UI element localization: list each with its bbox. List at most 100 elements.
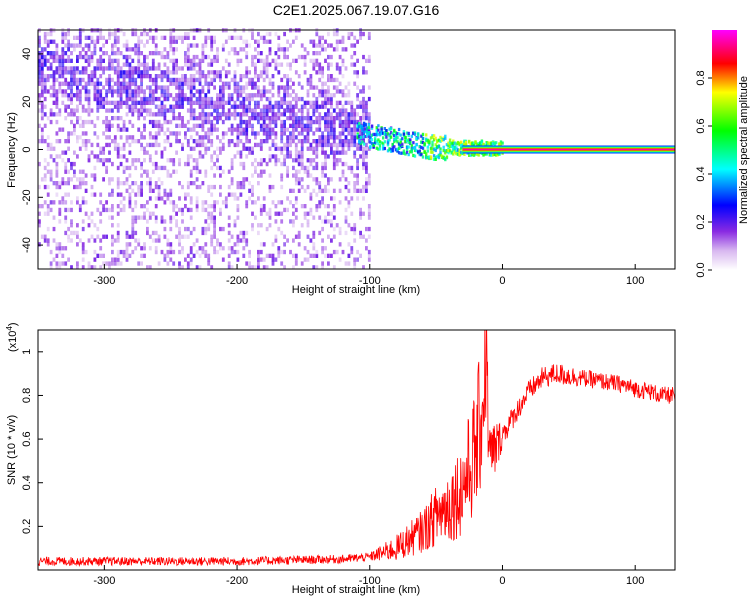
spectrogram-noise-cell	[297, 96, 301, 102]
spectrogram-noise-cell	[294, 146, 298, 151]
spectrogram-noise-cell	[312, 165, 316, 171]
spectrogram-noise-cell	[163, 54, 167, 60]
spectrogram-noise-cell	[210, 142, 214, 148]
spectrogram-noise-cell	[119, 51, 123, 56]
spectrogram-noise-cell	[175, 116, 178, 121]
spectrogram-noise-cell	[262, 169, 266, 174]
spectrogram-noise-cell	[128, 77, 132, 83]
spectrogram-noise-cell	[236, 135, 240, 140]
spectrogram-noise-cell	[84, 173, 88, 178]
spectrogram-noise-cell	[245, 127, 249, 132]
spectrogram-noise-cell	[163, 119, 167, 125]
spectrogram-signal-cell	[493, 152, 496, 156]
spectrogram-noise-cell	[236, 139, 240, 144]
spectrogram-noise-cell	[271, 131, 275, 136]
spectrogram-noise-cell	[303, 116, 307, 121]
spectrogram-noise-cell	[367, 116, 371, 121]
spectrogram-noise-cell	[134, 192, 138, 197]
spectrogram-noise-cell	[344, 196, 348, 201]
spectrogram-noise-cell	[254, 135, 257, 140]
spectrogram-noise-cell	[365, 70, 368, 75]
spectrogram-noise-cell	[227, 139, 231, 144]
spectrogram-noise-cell	[198, 116, 202, 121]
spectrogram-noise-cell	[137, 188, 141, 193]
spectrogram-noise-cell	[131, 223, 135, 228]
spectrogram-noise-cell	[292, 131, 295, 136]
spectrogram-noise-cell	[40, 62, 44, 67]
spectrogram-noise-cell	[189, 257, 193, 262]
spectrogram-noise-cell	[189, 108, 193, 113]
spectrogram-noise-cell	[303, 165, 307, 171]
spectrogram-noise-cell	[61, 150, 65, 155]
spectrogram-noise-cell	[286, 74, 289, 79]
spectrogram-noise-cell	[248, 146, 251, 151]
spectrogram-noise-cell	[350, 100, 354, 105]
spectrogram-noise-cell	[350, 131, 354, 136]
spectrogram-noise-cell	[271, 127, 275, 132]
spectrogram-noise-cell	[318, 204, 322, 209]
spectrogram-noise-cell	[148, 142, 152, 148]
spectrogram-noise-cell	[157, 131, 161, 136]
spectrogram-noise-cell	[178, 85, 181, 90]
spectrogram-noise-cell	[105, 123, 108, 128]
spectrogram-noise-cell	[327, 74, 330, 79]
spectrogram-signal-cell	[391, 146, 394, 150]
spectrogram-noise-cell	[207, 261, 211, 266]
spectrogram-noise-cell	[341, 127, 345, 132]
spectrogram-noise-cell	[294, 196, 298, 201]
spectrogram-noise-cell	[55, 104, 59, 109]
spectrogram-noise-cell	[338, 139, 342, 144]
spectrogram-noise-cell	[335, 158, 339, 163]
spectrogram-noise-cell	[257, 51, 260, 56]
spectrogram-noise-cell	[192, 93, 196, 98]
spectrogram-noise-cell	[111, 223, 114, 228]
spectrogram-noise-cell	[324, 116, 327, 121]
spectrogram-noise-cell	[318, 39, 322, 44]
spectrogram-noise-cell	[49, 200, 53, 205]
spectrogram-noise-cell	[154, 135, 158, 140]
spectrogram-noise-cell	[341, 89, 345, 94]
spectrogram-noise-cell	[362, 31, 365, 37]
spectrogram-noise-cell	[157, 184, 161, 190]
spectrogram-noise-cell	[73, 43, 76, 48]
spectrogram-noise-cell	[245, 177, 249, 182]
spectrogram-noise-cell	[259, 146, 263, 151]
spectrogram-noise-cell	[221, 81, 225, 86]
spectrogram-noise-cell	[134, 100, 138, 105]
spectrogram-noise-cell	[73, 66, 76, 71]
spectrogram-noise-cell	[116, 77, 120, 83]
spectrogram-noise-cell	[128, 66, 132, 71]
spectrogram-noise-cell	[213, 100, 216, 105]
spectrogram-noise-cell	[40, 104, 44, 109]
spectrogram-noise-cell	[81, 169, 85, 174]
spectrogram-noise-cell	[43, 238, 47, 243]
spectrogram-noise-cell	[283, 47, 286, 52]
spectrogram-noise-cell	[300, 261, 304, 266]
spectrogram-noise-cell	[116, 154, 120, 159]
spectrogram-noise-cell	[221, 93, 225, 98]
spectrogram-noise-cell	[137, 238, 141, 243]
spectrogram-noise-cell	[160, 70, 164, 75]
spectrogram-noise-cell	[76, 200, 79, 205]
spectrogram-noise-cell	[73, 161, 76, 167]
spectrogram-noise-cell	[105, 119, 108, 125]
spectrogram-noise-cell	[283, 100, 286, 105]
spectrogram-noise-cell	[236, 242, 240, 247]
spectrogram-noise-cell	[248, 108, 251, 113]
spectrogram-signal-cell	[409, 138, 412, 142]
spectrogram-noise-cell	[52, 39, 56, 44]
spectrogram-noise-cell	[324, 39, 327, 44]
spectrogram-noise-cell	[87, 158, 91, 163]
spectrogram-noise-cell	[338, 242, 342, 247]
spectrogram-noise-cell	[268, 131, 272, 136]
spectrogram-noise-cell	[283, 119, 286, 125]
spectrogram-noise-cell	[289, 62, 292, 67]
spectrogram-noise-cell	[192, 165, 196, 171]
spectrogram-noise-cell	[81, 219, 85, 224]
spectrogram-noise-cell	[216, 146, 219, 151]
spectrogram-noise-cell	[268, 127, 272, 132]
spectrogram-noise-cell	[172, 261, 176, 266]
spectrogram-noise-cell	[265, 131, 269, 136]
spectrogram-noise-cell	[353, 181, 357, 186]
spectrogram-signal-cell	[472, 141, 476, 145]
